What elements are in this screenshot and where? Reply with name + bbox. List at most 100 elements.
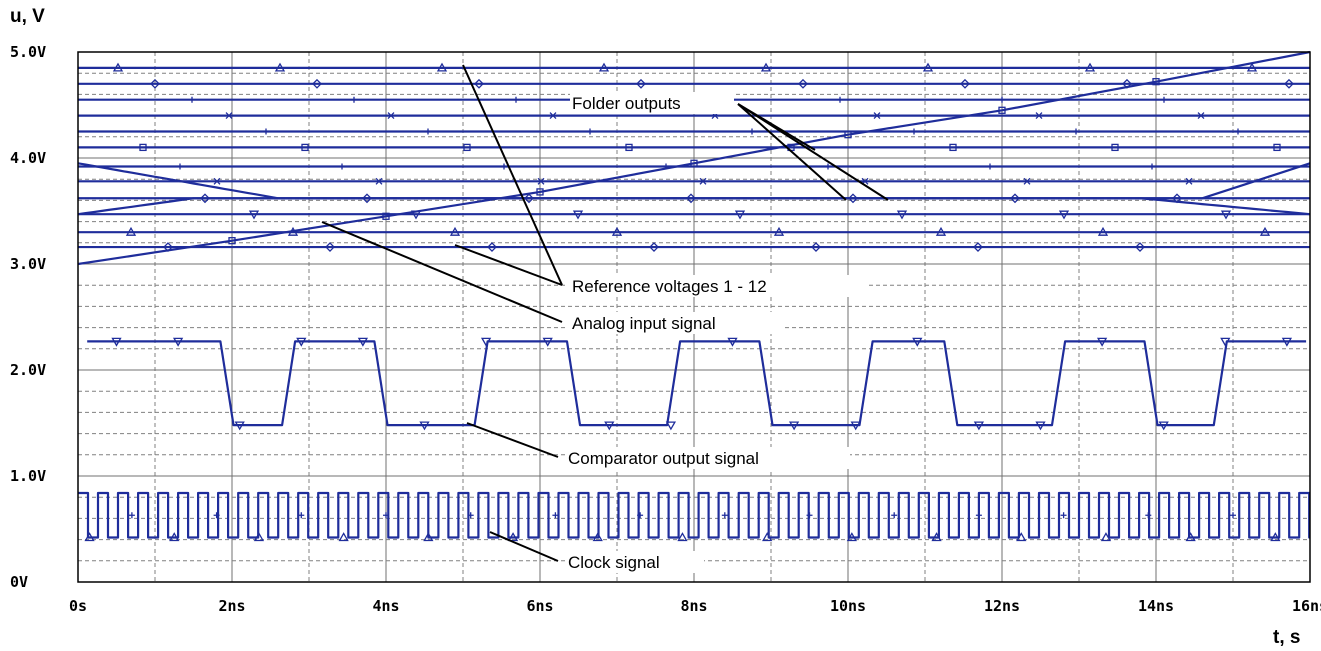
reference-marker [649,242,659,252]
reference-marker [1023,177,1031,185]
reference-marker [1259,226,1271,236]
reference-marker [973,242,983,252]
annotation-reference-voltages: Reference voltages 1 - 12 [572,277,767,296]
reference-leader-1 [462,64,563,286]
reference-marker [375,177,383,185]
reference-marker [636,78,646,89]
y-axis-label: u, V [10,6,45,27]
reference-marker [549,112,557,120]
clock-marker [423,532,434,542]
reference-marker [1220,210,1232,220]
reference-marker [1135,242,1145,252]
reference-marker [410,210,422,220]
clock-label-bg [566,551,704,573]
reference-marker [1149,163,1155,170]
comparator-label-bg [566,447,850,469]
y-tick-label: 3.0V [10,255,46,273]
annotation-analog-input: Analog input signal [572,314,716,333]
markers [84,62,1294,542]
reference-marker [274,62,286,72]
reference-marker [225,112,233,120]
folder-leader-1 [737,103,847,201]
reference-marker [837,96,843,103]
reference-label-bg [568,275,866,297]
comparator-marker [542,337,553,347]
clock-marker [806,512,813,519]
reference-marker [611,226,623,236]
reference-marker [825,163,831,170]
reference-marker [436,62,448,72]
analog-marker [690,159,698,167]
reference-marker [177,163,183,170]
reference-marker [463,143,471,152]
analog-marker [844,131,852,139]
clock-signal [78,491,1311,539]
reference-marker [1197,112,1205,120]
reference-marker [848,193,858,204]
y-tick-label: 4.0V [10,149,46,167]
clock-marker [1016,532,1027,542]
folder-label-bg [570,92,734,114]
reference-marker [798,78,808,89]
y-tick-label: 5.0V [10,43,46,61]
clock-marker [721,512,728,519]
y-tick-labels: 0V 1.0V 2.0V 3.0V 4.0V 5.0V [10,43,46,591]
analog-marker [998,106,1006,114]
reference-marker [1185,177,1193,185]
analog-marker [536,188,544,196]
clock-marker [1100,532,1112,542]
x-tick-label: 8ns [680,597,707,615]
x-tick-label: 14ns [1138,597,1174,615]
clock-marker [552,512,559,519]
reference-marker [1273,143,1281,152]
x-tick-label: 10ns [830,597,866,615]
clock-marker [169,532,180,542]
annotation-clock-signal: Clock signal [568,553,660,572]
reference-marker [811,242,821,252]
reference-marker [163,242,173,252]
clock-marker [1185,532,1196,542]
x-tick-labels: 0s 2ns 4ns 6ns 8ns 10ns 12ns 14ns 16ns [69,597,1321,615]
reference-marker [501,163,507,170]
reference-marker [1284,78,1294,89]
reference-marker [987,163,993,170]
comparator-marker [419,421,430,431]
reference-marker [362,193,372,204]
comparator-marker [912,337,923,347]
reference-marker [425,128,431,135]
comparator-output-signal [87,340,1307,427]
reference-marker [537,177,545,185]
comparator-marker [850,421,861,431]
comparator-marker [727,337,738,347]
reference-marker [625,143,633,152]
reference-marker [339,163,345,170]
comparator-marker [234,421,245,431]
reference-marker [387,112,395,120]
comparator-marker [1096,337,1108,347]
reference-marker [749,128,755,135]
reference-marker [200,193,210,204]
comparator-marker [296,337,307,347]
clock-marker [1060,512,1067,519]
comparator-marker [357,337,369,347]
reference-marker [312,78,322,89]
reference-marker [325,242,335,252]
reference-marker [150,78,160,89]
x-tick-label: 0s [69,597,87,615]
comparator-marker [480,337,492,347]
x-tick-label: 4ns [372,597,399,615]
reference-marker [213,177,221,185]
reference-marker [922,62,934,72]
x-tick-label: 2ns [218,597,245,615]
clock-leader [489,531,559,562]
clock-marker [762,532,773,542]
plot-frame [77,51,1311,583]
clock-marker [253,532,265,542]
comparator-marker [1220,337,1231,347]
comparator-marker [604,421,615,431]
clock-marker [592,532,603,542]
comparator-marker [665,421,677,431]
clock-marker [975,512,982,519]
reference-marker [949,143,957,152]
